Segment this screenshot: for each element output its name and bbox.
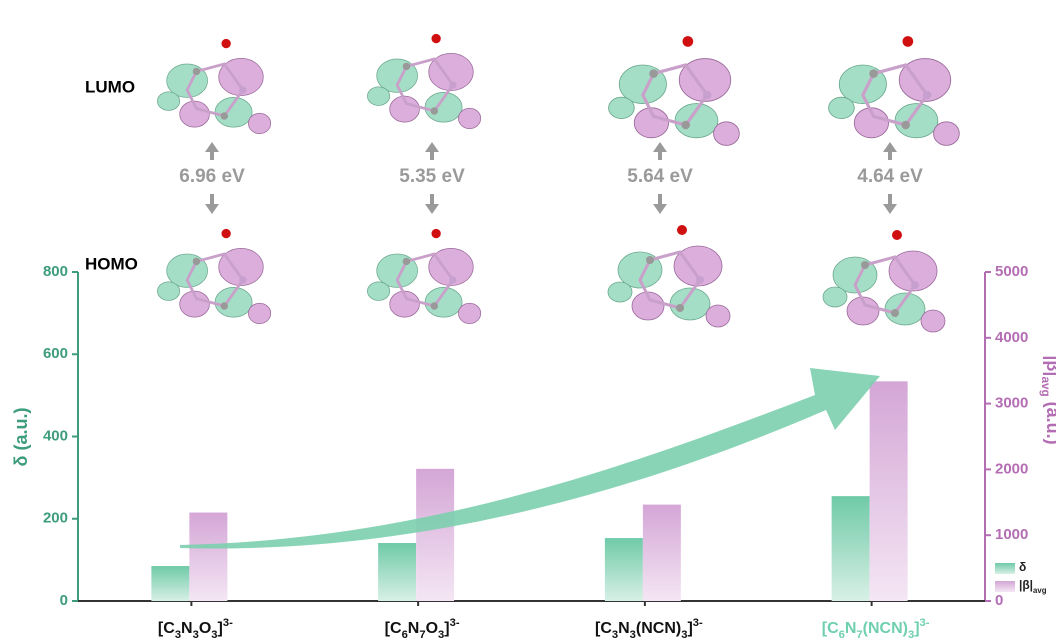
y2-tick-label: 5000 <box>995 263 1028 280</box>
legend-swatch <box>995 563 1015 574</box>
y-tick-label: 400 <box>43 427 68 444</box>
bar <box>642 504 681 601</box>
gap-arrows <box>205 142 897 214</box>
trend-arrow <box>180 368 880 549</box>
x-tick-label: [C3N3O3]3- <box>158 617 233 641</box>
bar <box>378 543 417 601</box>
legend-label: |β|avg <box>1019 578 1047 594</box>
y2-tick-label: 0 <box>995 592 1003 609</box>
x-tick-label: [C6N7O3]3- <box>385 617 460 641</box>
bar <box>869 381 908 601</box>
y-tick-label: 200 <box>43 510 68 527</box>
bar <box>151 566 190 601</box>
y2-axis-label: |β|avg (a.u.) <box>1039 355 1056 444</box>
plot: 0 200 400 600 800 0 1000 2000 3000 4000 5000 δ (a.u… <box>11 263 1056 641</box>
orbital-label: LUMO <box>85 77 135 96</box>
x-tick-label: [C3N3(NCN)3]3- <box>595 617 703 641</box>
y-tick-label: 0 <box>60 592 68 609</box>
y-axis-label: δ (a.u.) <box>11 408 31 467</box>
bar <box>604 538 643 601</box>
x-tick-label: [C6N7(NCN)3]3- <box>822 617 930 641</box>
gap-label: 6.96 eV <box>179 166 245 187</box>
y2-tick-label: 3000 <box>995 395 1028 412</box>
molecules <box>156 32 961 334</box>
gap-label: 4.64 eV <box>857 166 923 187</box>
y2-tick-label: 2000 <box>995 460 1028 477</box>
bar <box>189 512 228 601</box>
y-tick-label: 600 <box>43 345 68 362</box>
y-tick-label: 800 <box>43 263 68 280</box>
gap-label: 5.35 eV <box>399 166 465 187</box>
y2-tick-label: 4000 <box>995 329 1028 346</box>
orbital-label: HOMO <box>85 254 138 273</box>
legend-swatch <box>995 581 1015 592</box>
y2-tick-label: 1000 <box>995 526 1028 543</box>
bar <box>416 468 455 601</box>
legend-label: δ <box>1019 560 1026 574</box>
gap-label: 5.64 eV <box>627 166 693 187</box>
bar <box>831 496 870 601</box>
